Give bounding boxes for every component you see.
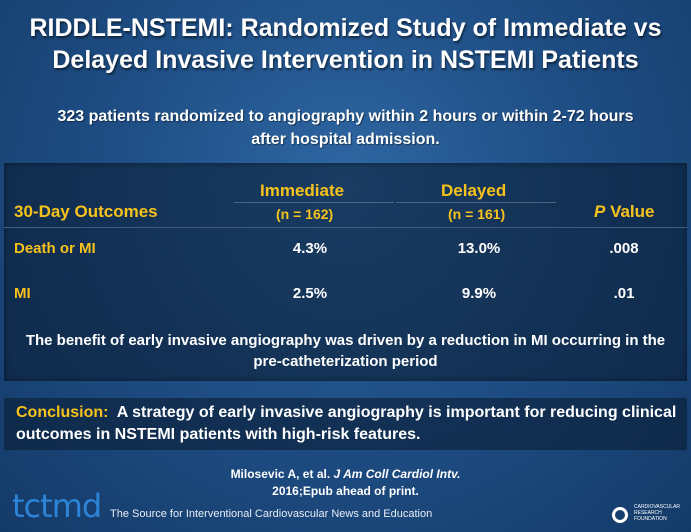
title-line-1: RIDDLE-NSTEMI: Randomized Study of Immed… bbox=[29, 14, 662, 42]
conclusion-box: Conclusion: A strategy of early invasive… bbox=[4, 398, 687, 450]
tctmd-logo: tctmd bbox=[12, 487, 102, 525]
crf-logo: CARDIOVASCULAR RESEARCH FOUNDATION bbox=[612, 503, 684, 528]
header-immediate-n: (n = 162) bbox=[276, 206, 334, 222]
title-line-2: Delayed Invasive Intervention in NSTEMI … bbox=[52, 46, 639, 74]
slide-subtitle: 323 patients randomized to angiography w… bbox=[57, 108, 634, 148]
conclusion-body: A strategy of early invasive angiography… bbox=[16, 404, 681, 443]
header-rule-delayed bbox=[396, 202, 556, 203]
header-rule-immediate bbox=[234, 202, 394, 203]
header-p-italic: P bbox=[594, 202, 606, 221]
row-label: Death or MI bbox=[14, 240, 96, 257]
row-p-value: .008 bbox=[609, 240, 639, 257]
table-note: The benefit of early invasive angiograph… bbox=[25, 332, 666, 370]
row-delayed-value: 9.9% bbox=[461, 285, 497, 302]
row-delayed-value: 13.0% bbox=[457, 240, 501, 257]
footer-tagline: The Source for Interventional Cardiovasc… bbox=[110, 508, 433, 520]
citation-journal: J Am Coll Cardiol Intv. bbox=[333, 467, 461, 481]
header-p-value: P Value bbox=[594, 202, 654, 222]
header-p-rest: Value bbox=[605, 202, 655, 221]
outcomes-table: Immediate (n = 162) Delayed (n = 161) 30… bbox=[4, 163, 687, 381]
header-delayed-n: (n = 161) bbox=[448, 206, 506, 222]
header-bottom-rule bbox=[4, 227, 687, 228]
header-delayed: Delayed bbox=[441, 181, 507, 200]
row-immediate-value: 2.5% bbox=[292, 285, 328, 302]
citation-line-1: Milosevic A, et al. J Am Coll Cardiol In… bbox=[0, 466, 691, 483]
header-30-day-outcomes: 30-Day Outcomes bbox=[14, 202, 158, 221]
header-immediate: Immediate bbox=[260, 181, 345, 200]
crf-logo-text: CARDIOVASCULAR RESEARCH FOUNDATION bbox=[634, 504, 681, 522]
citation-authors: Milosevic A, et al. bbox=[230, 467, 331, 481]
citation-line-2: 2016;Epub ahead of print. bbox=[272, 484, 419, 498]
row-immediate-value: 4.3% bbox=[292, 240, 328, 257]
row-p-value: .01 bbox=[613, 285, 635, 302]
conclusion-text: Conclusion: A strategy of early invasive… bbox=[16, 402, 678, 446]
citation: Milosevic A, et al. J Am Coll Cardiol In… bbox=[0, 466, 691, 500]
row-label: MI bbox=[14, 285, 31, 302]
crf-circle-icon bbox=[612, 507, 628, 523]
slide-title: RIDDLE-NSTEMI: Randomized Study of Immed… bbox=[0, 12, 691, 76]
conclusion-label: Conclusion: bbox=[16, 404, 109, 421]
